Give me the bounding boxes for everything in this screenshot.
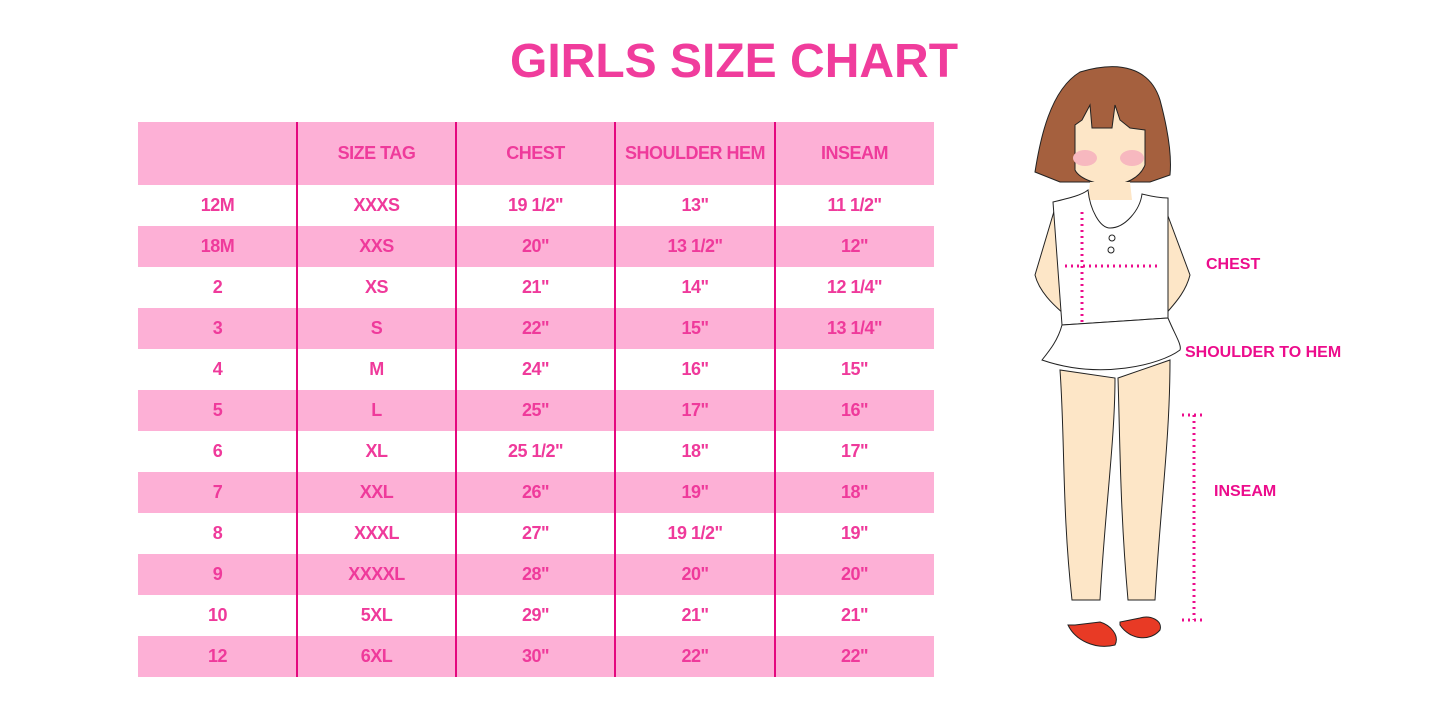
shoulder-to-hem-label: SHOULDER TO HEM bbox=[1185, 344, 1342, 361]
table-cell: 22" bbox=[681, 646, 709, 666]
table-cell: XXS bbox=[359, 236, 394, 256]
table-cell: 18" bbox=[840, 482, 869, 502]
table-cell: 19 1/2" bbox=[507, 195, 564, 215]
table-cell: 28" bbox=[521, 564, 550, 584]
table-cell: 12M bbox=[200, 195, 235, 215]
table-cell: 16" bbox=[681, 359, 709, 379]
table-cell: 22" bbox=[521, 318, 550, 338]
column-divider bbox=[774, 122, 776, 677]
table-cell: XXXS bbox=[353, 195, 400, 215]
table-cell: 20" bbox=[840, 564, 869, 584]
table-cell: 22" bbox=[840, 646, 869, 666]
table-cell: XS bbox=[364, 277, 389, 297]
table-cell: 29" bbox=[521, 605, 550, 625]
table-cell: 12 bbox=[207, 646, 228, 666]
table-cell: 18" bbox=[681, 441, 709, 461]
table-header-row: SIZE TAG CHEST SHOULDER HEM INSEAM bbox=[138, 122, 934, 185]
table-cell: XXXXL bbox=[348, 564, 405, 584]
table-cell: 26" bbox=[521, 482, 550, 502]
table-cell: L bbox=[371, 400, 382, 420]
table-row: 8 XXXL 27" 19 1/2" 19" bbox=[138, 513, 934, 554]
table-cell: 19" bbox=[840, 523, 869, 543]
table-cell: 21" bbox=[840, 605, 869, 625]
table-cell: 6XL bbox=[360, 646, 393, 666]
table-cell: 16" bbox=[840, 400, 869, 420]
table-row: 12 6XL 30" 22" 22" bbox=[138, 636, 934, 677]
header-cell bbox=[138, 122, 297, 185]
column-divider bbox=[614, 122, 616, 677]
table-cell: 3 bbox=[212, 318, 223, 338]
table-cell: 8 bbox=[212, 523, 223, 543]
table-cell: 12 1/4" bbox=[826, 277, 883, 297]
table-row: 18M XXS 20" 13 1/2" 12" bbox=[138, 226, 934, 267]
table-cell: 4 bbox=[212, 359, 223, 379]
column-divider bbox=[296, 122, 298, 677]
table-cell: 19 1/2" bbox=[667, 523, 723, 543]
table-cell: S bbox=[370, 318, 383, 338]
table-body: 12M XXXS 19 1/2" 13" 11 1/2" 18M XXS 20" 13 1/2"… bbox=[138, 185, 934, 677]
header-cell: INSEAM bbox=[820, 143, 889, 163]
table-cell: 6 bbox=[212, 441, 223, 461]
girl-figure-icon bbox=[1034, 66, 1202, 647]
table-cell: 25" bbox=[521, 400, 550, 420]
table-row: 9 XXXXL 28" 20" 20" bbox=[138, 554, 934, 595]
table-row: 3 S 22" 15" 13 1/4" bbox=[138, 308, 934, 349]
table-cell: 14" bbox=[681, 277, 709, 297]
header-cell: SIZE TAG bbox=[337, 143, 416, 163]
table-cell: 5XL bbox=[360, 605, 393, 625]
table-cell: 5 bbox=[212, 400, 223, 420]
table-cell: 13 1/2" bbox=[667, 236, 723, 256]
table-cell: 15" bbox=[681, 318, 709, 338]
table-cell: 21" bbox=[681, 605, 709, 625]
header-cell: SHOULDER HEM bbox=[624, 143, 766, 163]
table-row: 6 XL 25 1/2" 18" 17" bbox=[138, 431, 934, 472]
table-cell: M bbox=[369, 359, 384, 379]
chest-label: CHEST bbox=[1206, 256, 1261, 273]
table-cell: 30" bbox=[521, 646, 550, 666]
table-cell: 25 1/2" bbox=[507, 441, 564, 461]
table-cell: 12" bbox=[840, 236, 869, 256]
page-title: GIRLS SIZE CHART bbox=[510, 35, 959, 88]
table-cell: 19" bbox=[681, 482, 709, 502]
table-cell: XXXL bbox=[353, 523, 400, 543]
table-row: 4 M 24" 16" 15" bbox=[138, 349, 934, 390]
table-cell: 10 bbox=[207, 605, 228, 625]
table-cell: 7 bbox=[212, 482, 223, 502]
table-cell: 20" bbox=[681, 564, 709, 584]
table-cell: 11 1/2" bbox=[827, 195, 882, 215]
girl-measurement-illustration bbox=[1020, 60, 1380, 665]
table-cell: 17" bbox=[840, 441, 869, 461]
table-row: 10 5XL 29" 21" 21" bbox=[138, 595, 934, 636]
table-cell: 20" bbox=[521, 236, 550, 256]
table-cell: 15" bbox=[840, 359, 869, 379]
table-row: 12M XXXS 19 1/2" 13" 11 1/2" bbox=[138, 185, 934, 226]
inseam-label: INSEAM bbox=[1214, 483, 1277, 500]
table-cell: 17" bbox=[681, 400, 709, 420]
table-cell: 9 bbox=[212, 564, 223, 584]
table-cell: 13" bbox=[681, 195, 709, 215]
column-divider bbox=[455, 122, 457, 677]
header-cell: CHEST bbox=[506, 143, 565, 163]
table-cell: 24" bbox=[521, 359, 550, 379]
table-row: 2 XS 21" 14" 12 1/4" bbox=[138, 267, 934, 308]
table-cell: 21" bbox=[521, 277, 550, 297]
table-cell: 13 1/4" bbox=[826, 318, 883, 338]
table-cell: 2 bbox=[212, 277, 223, 297]
table-row: 5 L 25" 17" 16" bbox=[138, 390, 934, 431]
table-cell: 27" bbox=[521, 523, 550, 543]
table-row: 7 XXL 26" 19" 18" bbox=[138, 472, 934, 513]
table-cell: XXL bbox=[359, 482, 394, 502]
size-table: SIZE TAG CHEST SHOULDER HEM INSEAM 12M XX… bbox=[138, 122, 934, 677]
table-cell: 18M bbox=[200, 236, 235, 256]
table-cell: XL bbox=[365, 441, 388, 461]
